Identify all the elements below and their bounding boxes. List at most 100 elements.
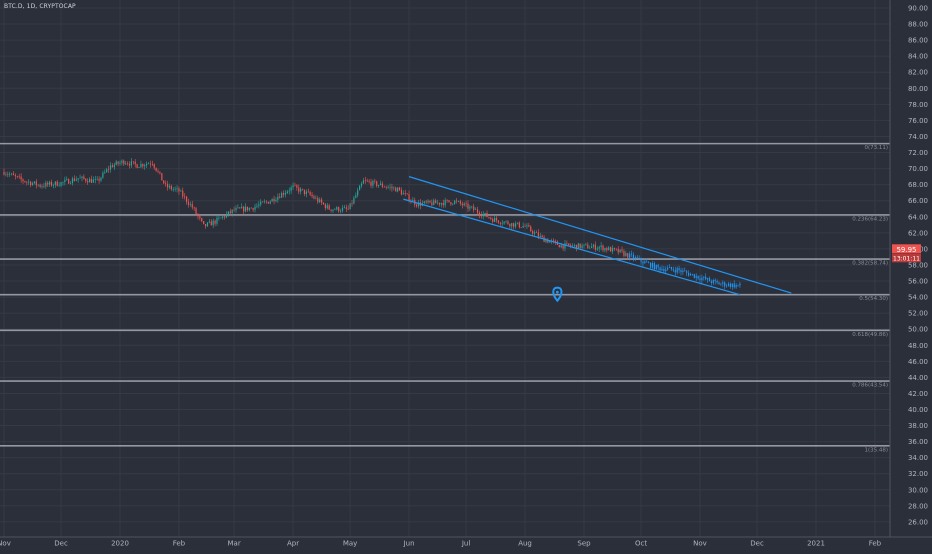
- candle-body: [301, 188, 304, 190]
- candle-body: [727, 283, 730, 286]
- candle-body: [455, 200, 458, 202]
- candle-body: [644, 261, 646, 264]
- candle-body: [680, 270, 682, 273]
- candle-body: [311, 194, 313, 197]
- price-axis[interactable]: 90.00 88.00 86.00 84.00 82.00 80.00 78.00 76.00…: [908, 5, 928, 527]
- candle-body: [560, 245, 562, 248]
- candle-body: [393, 187, 395, 189]
- candle-body: [339, 210, 342, 212]
- candle-body: [408, 194, 410, 201]
- candle-body: [30, 181, 32, 186]
- candle-body: [606, 248, 608, 251]
- candle-body: [210, 221, 212, 226]
- candle-body: [39, 184, 41, 187]
- candle-body: [20, 176, 22, 180]
- grid: [0, 0, 890, 537]
- candle-body: [442, 203, 444, 206]
- candle-body: [41, 186, 43, 187]
- candle-body: [475, 209, 477, 211]
- candle-body: [611, 247, 614, 252]
- candle-body: [324, 204, 326, 209]
- candle-body: [24, 181, 26, 182]
- location-pin-icon[interactable]: [552, 286, 563, 303]
- candle-body: [684, 270, 686, 272]
- candle-body: [212, 220, 214, 226]
- fibonacci-retracement[interactable]: 0(73.11) 0.236(64.23) 0.382(58.74) 0.5(54.3…: [0, 142, 890, 454]
- candle-body: [729, 283, 732, 287]
- y-tick-label: 76.00: [908, 117, 928, 125]
- candle-body: [142, 163, 144, 167]
- candle-body: [28, 181, 30, 183]
- candle-body: [87, 181, 89, 183]
- candle-body: [281, 193, 283, 198]
- candle-body: [187, 201, 190, 205]
- candle-body: [383, 186, 385, 188]
- candle-body: [328, 205, 330, 210]
- candle-body: [132, 161, 134, 162]
- x-tick-label: 2021: [807, 540, 825, 548]
- candle-body: [159, 171, 161, 174]
- candle-body: [623, 250, 625, 256]
- candle-body: [149, 163, 152, 165]
- candle-body: [621, 249, 623, 251]
- candle-body: [549, 241, 551, 243]
- candle-body: [127, 163, 129, 165]
- fib-level-label: 1(35.48): [864, 447, 888, 453]
- time-axis[interactable]: Nov Dec 2020 Feb Mar Apr May Jun Jul Aug Sep Oct Nov…: [0, 540, 882, 548]
- candle-body: [201, 218, 203, 222]
- y-tick-label: 62.00: [908, 229, 928, 237]
- candle-body: [693, 273, 695, 278]
- candle-body: [566, 243, 568, 244]
- candle-body: [463, 203, 465, 206]
- candle-body: [166, 183, 169, 188]
- candle-body: [440, 203, 442, 205]
- candle-body: [436, 202, 439, 204]
- channel-upper-line[interactable]: [408, 176, 792, 294]
- candle-body: [68, 179, 70, 184]
- candle-body: [494, 217, 496, 222]
- candle-body: [533, 232, 536, 234]
- candle-body: [659, 267, 661, 271]
- candle-body: [423, 201, 425, 204]
- candle-body: [243, 206, 245, 212]
- candle-body: [651, 263, 654, 268]
- candle-body: [570, 245, 572, 247]
- candle-body: [31, 183, 34, 186]
- candle-body: [663, 268, 665, 272]
- candle-body: [113, 164, 115, 168]
- candle-body: [583, 244, 585, 246]
- fib-level-label: 0.236(64.23): [852, 216, 888, 222]
- candle-body: [351, 203, 353, 204]
- candle-body: [699, 278, 701, 280]
- candle-body: [720, 283, 722, 285]
- candle-body: [197, 213, 199, 217]
- candle-body: [412, 199, 414, 201]
- candle-body: [161, 173, 163, 181]
- candle-body: [545, 239, 547, 242]
- candle-body: [303, 189, 306, 195]
- candle-body: [98, 178, 100, 181]
- candle-body: [347, 208, 349, 210]
- y-tick-label: 38.00: [908, 422, 928, 430]
- candle-body: [265, 201, 268, 203]
- candle-body: [11, 173, 13, 175]
- candle-body: [58, 185, 60, 187]
- fib-level-label: 0.382(58.74): [852, 261, 888, 267]
- candle-body: [585, 244, 587, 246]
- x-tick-label: Aug: [518, 540, 532, 548]
- candle-body: [26, 181, 28, 183]
- candle-body: [526, 225, 528, 227]
- candle-body: [433, 200, 435, 206]
- candle-body: [144, 165, 146, 167]
- channel-lower-line[interactable]: [403, 198, 741, 296]
- candle-body: [7, 174, 9, 175]
- y-tick-label: 46.00: [908, 358, 928, 366]
- candle-body: [138, 167, 140, 168]
- candle-body: [573, 244, 576, 246]
- y-tick-label: 30.00: [908, 486, 928, 494]
- candle-body: [691, 273, 693, 275]
- parallel-channel[interactable]: [403, 176, 792, 296]
- y-tick-label: 32.00: [908, 470, 928, 478]
- markers[interactable]: [552, 286, 563, 303]
